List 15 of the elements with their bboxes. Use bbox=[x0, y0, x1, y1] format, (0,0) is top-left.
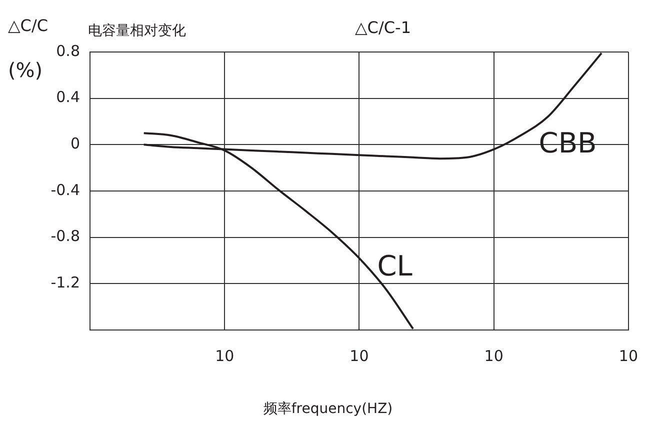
chart-subtitle: △C/C-1 bbox=[355, 18, 411, 37]
chart-title: 电容量相对变化 bbox=[88, 22, 186, 40]
y-tick-label: -1.2 bbox=[50, 274, 80, 292]
text: △C/C (%) bbox=[8, 16, 48, 82]
y-tick-label: -0.8 bbox=[50, 227, 80, 246]
y-tick-label: 0 bbox=[70, 134, 80, 153]
x-tick-label: 10 bbox=[215, 346, 234, 365]
x-axis-title: 频率frequency(HZ) bbox=[262, 400, 394, 418]
x-tick-label: 10 bbox=[350, 346, 369, 365]
y-tick-label: 0.4 bbox=[56, 88, 80, 106]
y-tick-label: -0.4 bbox=[50, 180, 80, 199]
x-tick-label: 10 bbox=[618, 346, 638, 365]
y-tick-label: 0.8 bbox=[56, 42, 80, 60]
series-label: CL bbox=[377, 249, 413, 282]
x-tick-label: 10 bbox=[484, 346, 504, 365]
